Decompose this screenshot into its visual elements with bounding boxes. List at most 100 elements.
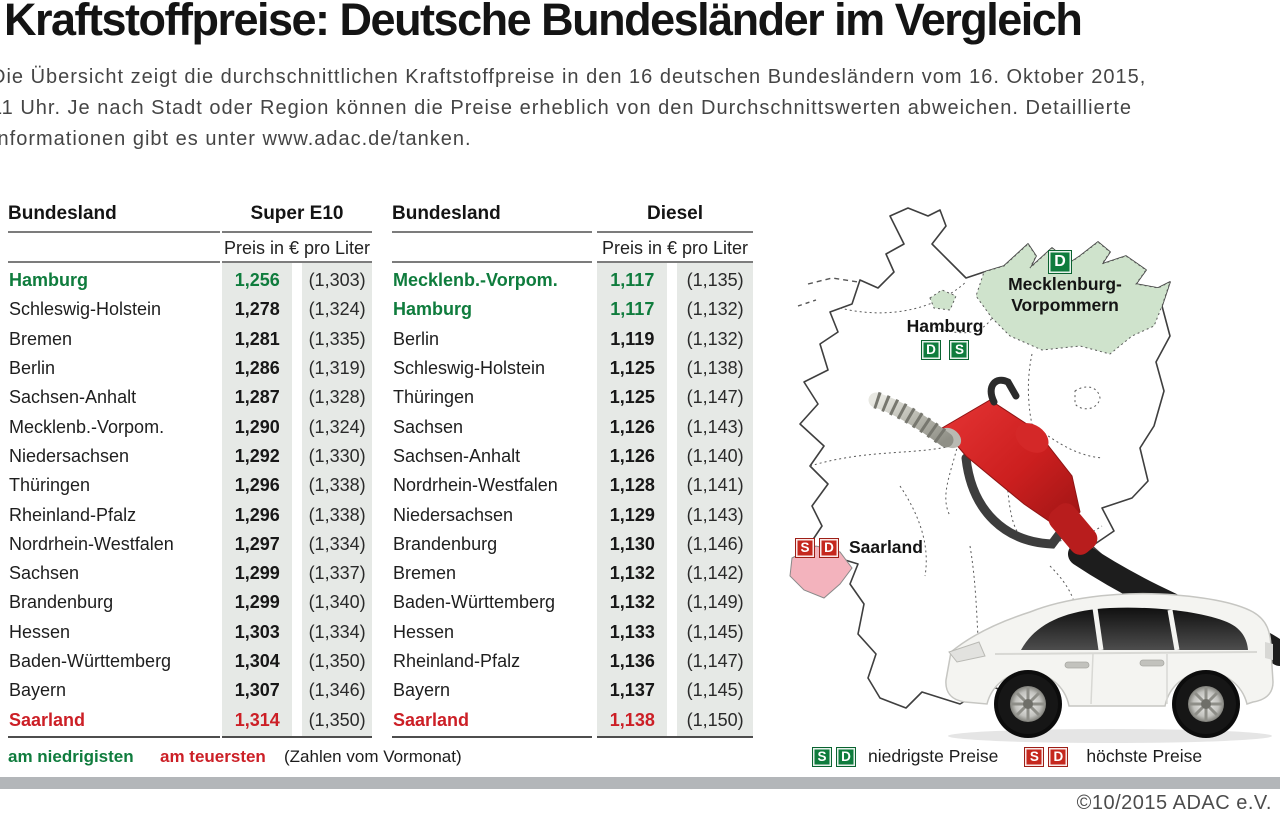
table-row: Saarland 1,138 (1,150): [392, 705, 753, 734]
state-name: Bayern: [9, 680, 67, 701]
previous-month-value: (1,346): [308, 680, 366, 701]
table-row: Thüringen 1,296 (1,338): [8, 471, 372, 500]
price-value: 1,256: [234, 270, 280, 291]
price-value: 1,132: [609, 592, 655, 613]
table-row: Niedersachsen 1,292 (1,330): [8, 442, 372, 471]
price-value: 1,125: [609, 387, 655, 408]
unit-header: Preis in € pro Liter: [601, 238, 749, 258]
price-value: 1,133: [609, 621, 655, 642]
table-row: Baden-Württemberg 1,304 (1,350): [8, 647, 372, 676]
header-rule: [222, 231, 372, 233]
intro-line-2: 11 Uhr. Je nach Stadt oder Region können…: [0, 97, 1133, 119]
lowest-prices-label: niedrigste Preise: [868, 746, 999, 766]
state-name: Bremen: [9, 328, 73, 349]
table-row: Brandenburg 1,130 (1,146): [392, 530, 753, 559]
previous-month-value: (1,147): [686, 651, 744, 671]
price-value: 1,126: [609, 445, 655, 466]
price-value: 1,303: [234, 621, 280, 642]
price-column-band: [597, 263, 667, 736]
fuel-nozzle-illustration: [868, 376, 1098, 555]
state-name: Bayern: [393, 680, 451, 701]
state-name: Niedersachsen: [393, 504, 514, 525]
table-row: Bayern 1,307 (1,346): [8, 676, 372, 705]
table-row: Bremen 1,281 (1,335): [8, 325, 372, 354]
price-value: 1,304: [234, 651, 280, 671]
subheader-rule: [597, 261, 753, 263]
hamburg-badges: D S: [921, 340, 973, 360]
subheader-rule: [222, 261, 372, 263]
rear-wheel: [1172, 670, 1240, 738]
table-row: Sachsen-Anhalt 1,126 (1,140): [392, 442, 753, 471]
diesel-lowest-badge-icon: D: [836, 746, 856, 767]
state-name: Baden-Württemberg: [9, 651, 172, 671]
table-row: Mecklenb.-Vorpom. 1,117 (1,135): [392, 266, 753, 295]
header-rule: [392, 231, 592, 233]
region-hamburg: [929, 289, 957, 311]
car-illustration: [935, 562, 1280, 747]
table-row: Nordrhein-Westfalen 1,297 (1,334): [8, 530, 372, 559]
table-row: Rheinland-Pfalz 1,136 (1,147): [392, 647, 753, 676]
previous-month-value: (1,147): [686, 387, 744, 408]
table-row: Niedersachsen 1,129 (1,143): [392, 500, 753, 529]
table-row: Nordrhein-Westfalen 1,128 (1,141): [392, 471, 753, 500]
highest-label: am teuersten: [160, 747, 266, 766]
previous-month-value: (1,338): [308, 475, 366, 496]
previous-month-value: (1,140): [686, 445, 744, 466]
state-name: Sachsen-Anhalt: [393, 445, 521, 466]
table-row: Sachsen 1,126 (1,143): [392, 412, 753, 441]
front-wheel: [994, 670, 1062, 738]
table-row: Hamburg 1,256 (1,303): [8, 266, 372, 295]
price-value: 1,117: [610, 299, 655, 320]
saarland-label: Saarland: [849, 537, 923, 557]
previous-month-value: (1,143): [686, 504, 744, 525]
state-name: Rheinland-Pfalz: [393, 651, 521, 671]
previous-month-value: (1,143): [686, 416, 744, 437]
price-value: 1,136: [609, 651, 655, 671]
price-value: 1,117: [610, 270, 655, 291]
price-value: 1,307: [234, 680, 280, 701]
previous-month-value: (1,330): [308, 445, 366, 466]
footer-bar: [0, 777, 1280, 789]
price-value: 1,287: [234, 387, 280, 408]
intro-line-1: Die Übersicht zeigt die durchschnittlich…: [0, 66, 1147, 88]
header-rule: [597, 231, 753, 233]
state-name: Berlin: [393, 328, 440, 349]
previous-month-value: (1,350): [308, 651, 366, 671]
previous-month-value: (1,340): [308, 592, 366, 613]
state-name: Bremen: [393, 563, 457, 584]
header-rule: [8, 231, 220, 233]
super-highest-badge-icon: S: [1024, 746, 1045, 767]
diesel-badge-icon: D: [921, 340, 941, 360]
state-name: Mecklenb.-Vorpom.: [393, 270, 558, 291]
page-title: Kraftstoffpreise: Deutsche Bundesländer …: [4, 0, 1083, 45]
car-svg: [945, 592, 1274, 743]
price-value: 1,281: [234, 328, 280, 349]
state-name: Hamburg: [9, 270, 89, 291]
table-rows: Hamburg 1,256 (1,303) Schleswig-Holstein…: [8, 266, 372, 735]
price-value: 1,137: [609, 680, 655, 701]
previous-month-value: (1,149): [686, 592, 744, 613]
state-column-header: Bundesland: [8, 203, 117, 224]
state-name: Thüringen: [393, 387, 475, 408]
state-name: Nordrhein-Westfalen: [9, 533, 174, 554]
bottom-rule: [8, 736, 220, 738]
state-name: Mecklenb.-Vorpom.: [9, 416, 165, 437]
previous-month-value: (1,334): [308, 621, 366, 642]
state-name: Schleswig-Holstein: [393, 358, 546, 379]
state-name: Thüringen: [9, 475, 91, 496]
subheader-rule: [8, 261, 220, 263]
price-value: 1,292: [234, 445, 280, 466]
state-name: Niedersachsen: [9, 445, 130, 466]
price-value: 1,128: [609, 475, 655, 496]
state-name: Baden-Württemberg: [393, 592, 556, 613]
state-name: Brandenburg: [9, 592, 114, 613]
price-value: 1,299: [234, 592, 280, 613]
previous-month-value: (1,145): [686, 680, 744, 701]
state-name: Saarland: [9, 709, 86, 730]
previous-month-value: (1,132): [686, 299, 744, 320]
mv-label-line1: Mecklenburg-: [1008, 274, 1122, 294]
table-row: Sachsen-Anhalt 1,287 (1,328): [8, 383, 372, 412]
diesel-highest-badge-icon: D: [1048, 746, 1069, 767]
table-row: Saarland 1,314 (1,350): [8, 705, 372, 734]
super-highest-badge-icon: S: [795, 537, 815, 558]
